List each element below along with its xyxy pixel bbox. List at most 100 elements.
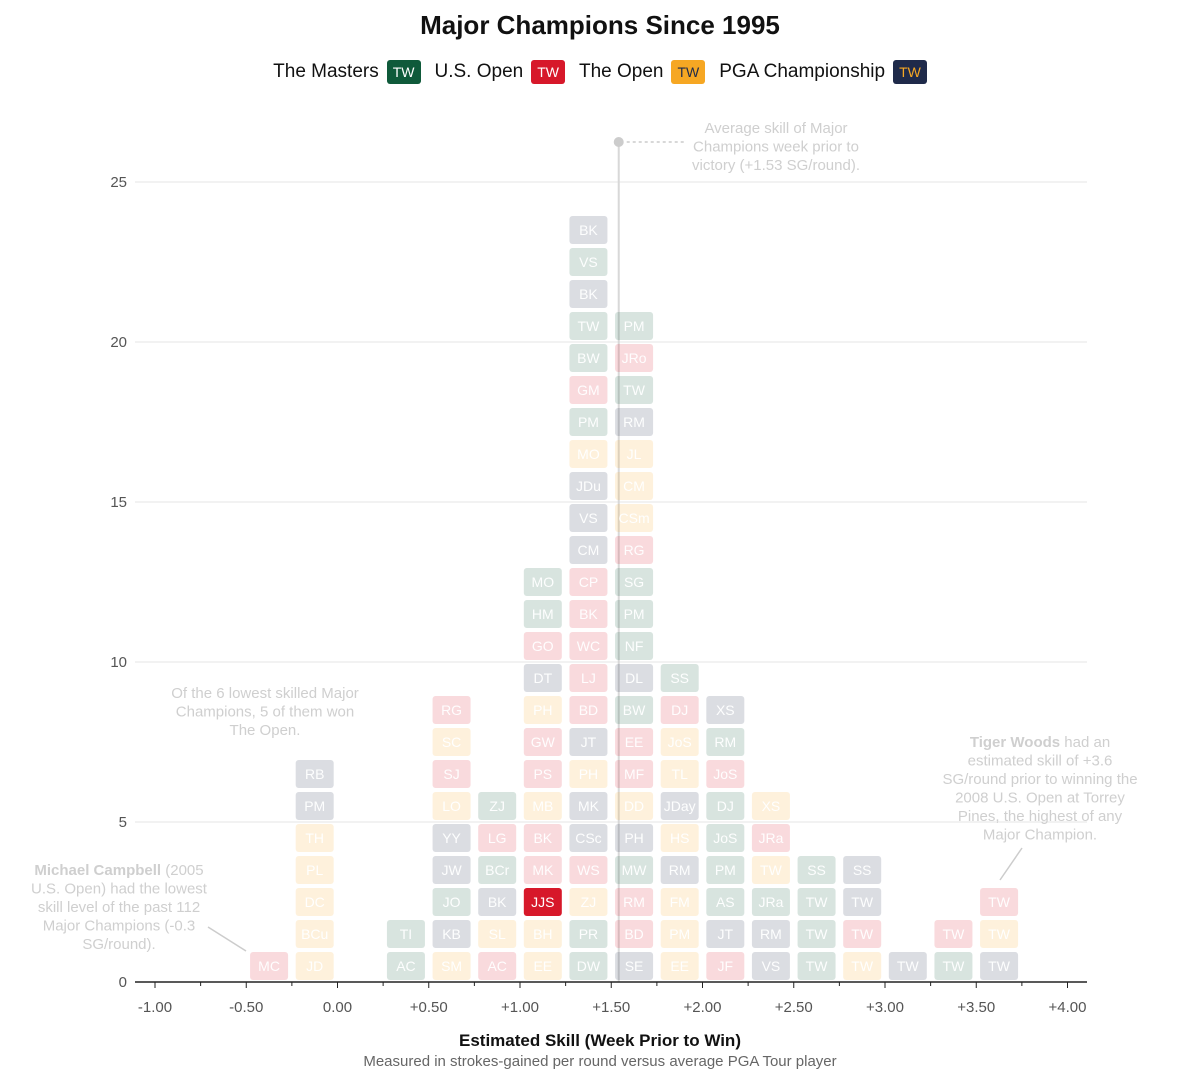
average-dot (613, 137, 624, 147)
legend-badge: TW (893, 60, 927, 84)
x-tick-label: +1.00 (501, 999, 539, 1016)
chip-background (615, 824, 654, 852)
chip-background (797, 856, 836, 884)
player-chip: TW (934, 920, 973, 948)
annotation-line: Major Champion. (983, 827, 1097, 844)
y-tick-label: 5 (119, 814, 127, 831)
chip-label: AC (487, 958, 506, 974)
annotations: Average skill of Major Champions week pri… (31, 120, 1138, 953)
chip-label: RM (714, 734, 736, 750)
player-chip: WC (569, 632, 608, 660)
chip-background (615, 664, 654, 692)
annotation-text: (2005 (161, 862, 204, 879)
campbell-leader (207, 926, 247, 952)
chip-background (934, 920, 973, 948)
chip-background (615, 920, 654, 948)
chip-background (569, 856, 608, 884)
chip-label: DD (624, 798, 644, 814)
chip-label: TW (578, 318, 601, 334)
legend-item-us-open[interactable]: U.S. Open TW (435, 60, 565, 84)
x-tick-label: +2.50 (775, 999, 813, 1016)
chip-label: DT (533, 670, 552, 686)
x-tick-label: +3.00 (866, 999, 904, 1016)
chip-background (569, 408, 608, 436)
player-chip: BK (569, 280, 608, 308)
chip-background (523, 824, 562, 852)
chip-background (660, 952, 699, 980)
chip-label: JT (581, 734, 597, 750)
chip-background (523, 792, 562, 820)
chip-background (660, 696, 699, 724)
chip-label: PM (715, 862, 736, 878)
chip-background (569, 568, 608, 596)
chip-background (980, 888, 1019, 916)
legend-item-pga-championship[interactable]: PGA Championship TW (719, 60, 927, 84)
chip-background (843, 920, 882, 948)
player-chip: XS (751, 792, 790, 820)
chip-label: BW (577, 350, 600, 366)
legend-label: The Masters (273, 61, 379, 82)
chip-label: BK (488, 894, 507, 910)
chip-label: KB (442, 926, 461, 942)
player-chip: GO (523, 632, 562, 660)
chip-label: LJ (581, 670, 596, 686)
legend-badge: TW (531, 60, 565, 84)
chip-label: PR (579, 926, 598, 942)
chip-background (478, 792, 517, 820)
player-chip: MK (523, 856, 562, 884)
chip-background (569, 824, 608, 852)
x-axis-title: Estimated Skill (Week Prior to Win) (459, 1031, 741, 1050)
chip-label: JW (441, 862, 462, 878)
annotation-name: Michael Campbell (34, 862, 161, 879)
chip-background (569, 920, 608, 948)
legend-label: U.S. Open (434, 61, 524, 82)
chip-label: TW (806, 894, 829, 910)
chip-background (706, 856, 745, 884)
player-chip: TW (980, 888, 1019, 916)
chip-background (523, 952, 562, 980)
player-chip: DL (615, 664, 654, 692)
player-chip: PS (523, 760, 562, 788)
chip-label: PS (533, 766, 552, 782)
legend-item-masters[interactable]: The Masters TW (273, 60, 421, 84)
annotation-line: Major Champions (-0.3 (43, 918, 196, 935)
player-chip: BK (569, 216, 608, 244)
chip-label: SS (807, 862, 826, 878)
player-chip: TW (843, 952, 882, 980)
player-chip: PH (569, 760, 608, 788)
player-chip: PM (295, 792, 334, 820)
chip-label: CSm (619, 510, 650, 526)
chip-background (478, 952, 517, 980)
chip-label: PH (624, 830, 643, 846)
chip-background (569, 792, 608, 820)
chip-label: YY (442, 830, 461, 846)
chip-background (615, 952, 654, 980)
chip-label: TW (806, 958, 829, 974)
annotation-line: Average skill of Major (704, 120, 847, 137)
legend-item-the-open[interactable]: The Open TW (579, 60, 706, 84)
chip-label: ZJ (489, 798, 505, 814)
player-chip: RM (615, 408, 654, 436)
x-tick-label: +2.00 (684, 999, 722, 1016)
player-chip: BD (615, 920, 654, 948)
player-chip: TL (660, 760, 699, 788)
chip-background (888, 952, 927, 980)
chip-label: JoS (713, 830, 737, 846)
chip-label: RB (305, 766, 324, 782)
chip-background (615, 376, 654, 404)
player-chip: JRa (751, 888, 790, 916)
chip-label: TW (623, 382, 646, 398)
chip-label: VS (579, 254, 598, 270)
player-chip: TW (615, 376, 654, 404)
chip-background (615, 728, 654, 756)
chip-label: FM (670, 894, 690, 910)
chip-background (843, 888, 882, 916)
chip-label: TW (897, 958, 920, 974)
annotation-line: victory (+1.53 SG/round). (692, 157, 860, 174)
chip-label: CSc (575, 830, 601, 846)
chip-label: GW (531, 734, 556, 750)
chip-label: JO (443, 894, 461, 910)
player-chip: JDu (569, 472, 608, 500)
player-chip: JT (569, 728, 608, 756)
player-chip: DJ (706, 792, 745, 820)
